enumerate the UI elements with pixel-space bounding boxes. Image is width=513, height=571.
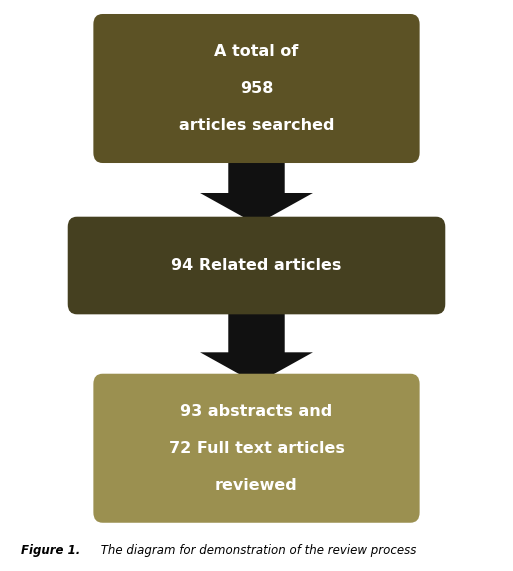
FancyBboxPatch shape bbox=[93, 373, 420, 523]
Text: Figure 1.: Figure 1. bbox=[21, 544, 80, 557]
FancyBboxPatch shape bbox=[68, 216, 445, 314]
Polygon shape bbox=[200, 154, 313, 224]
Text: 94 Related articles: 94 Related articles bbox=[171, 258, 342, 273]
Text: A total of

958

articles searched: A total of 958 articles searched bbox=[179, 44, 334, 133]
Polygon shape bbox=[200, 305, 313, 384]
Text: 93 abstracts and

72 Full text articles

reviewed: 93 abstracts and 72 Full text articles r… bbox=[169, 404, 344, 493]
FancyBboxPatch shape bbox=[93, 14, 420, 163]
Text: The diagram for demonstration of the review process: The diagram for demonstration of the rev… bbox=[97, 544, 417, 557]
